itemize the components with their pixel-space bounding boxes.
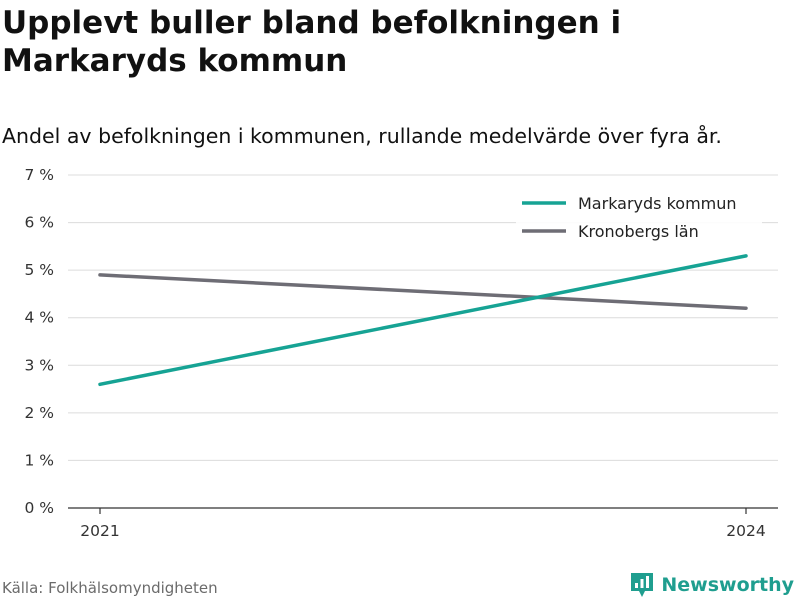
chart-subtitle: Andel av befolkningen i kommunen, rullan… <box>2 124 722 148</box>
legend-label: Markaryds kommun <box>578 194 737 213</box>
y-tick-label: 1 % <box>24 451 54 469</box>
source-note: Källa: Folkhälsomyndigheten <box>2 579 218 597</box>
x-tick-label: 2021 <box>80 522 119 540</box>
series-line <box>98 273 748 310</box>
y-tick-label: 0 % <box>24 499 54 517</box>
y-tick-label: 2 % <box>24 404 54 422</box>
y-tick-label: 4 % <box>24 309 54 327</box>
series-line <box>98 254 748 387</box>
y-tick-label: 7 % <box>24 166 54 184</box>
y-tick-label: 3 % <box>24 356 54 374</box>
legend-label: Kronobergs län <box>578 222 699 241</box>
line-chart: 0 % 1 % 2 % 3 % 4 % 5 % 6 % 7 % 2021 2024 Markaryd… <box>0 160 800 550</box>
brand-logo[interactable]: Newsworthy <box>629 570 794 600</box>
y-tick-label: 5 % <box>24 261 54 279</box>
bar-chart-logo-icon <box>631 573 654 597</box>
y-tick-label: 6 % <box>24 214 54 232</box>
chart-title: Upplevt buller bland befolkningen i Mark… <box>2 5 622 79</box>
brand-name: Newsworthy <box>661 574 794 596</box>
chart-svg: 0 % 1 % 2 % 3 % 4 % 5 % 6 % 7 % 2021 2024 Markaryd… <box>24 166 778 540</box>
x-tick-label: 2024 <box>726 522 765 540</box>
